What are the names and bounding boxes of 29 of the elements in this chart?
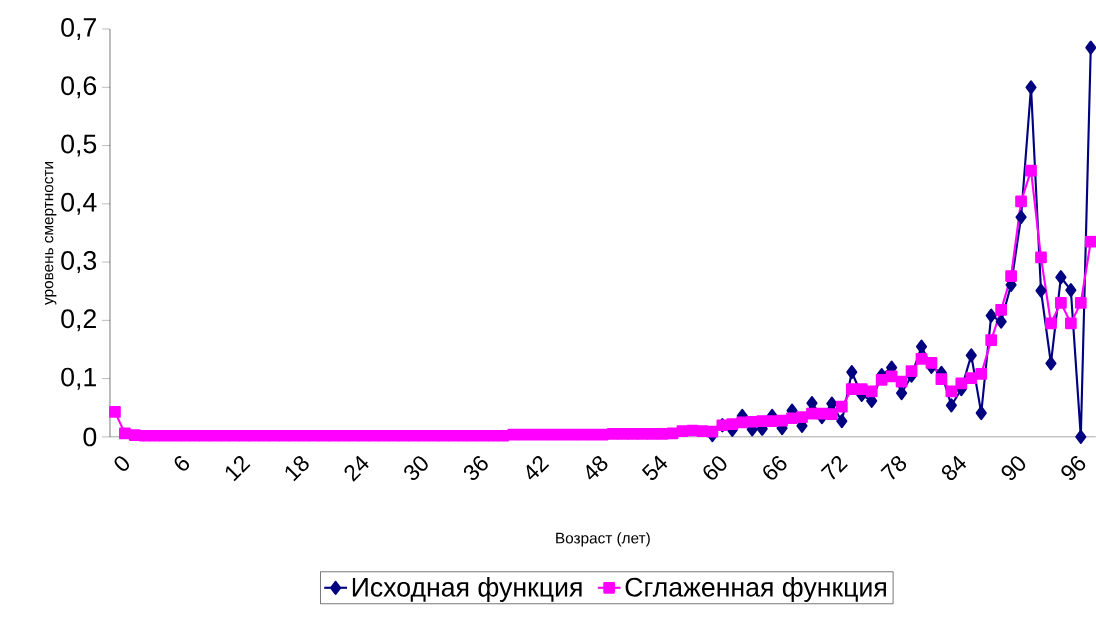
- y-axis-title: уровень смертности: [44, 162, 57, 305]
- x-tick-label: 18: [285, 456, 309, 482]
- x-tick-label: 42: [526, 456, 550, 480]
- y-tick-label: 0,1: [61, 367, 96, 390]
- y-tick-label: 0,2: [61, 309, 96, 332]
- x-tick-label: 48: [586, 456, 608, 480]
- x-tick-label: 54: [641, 455, 668, 481]
- y-tick-label: 0,4: [61, 192, 97, 215]
- x-tick-label: 12: [225, 456, 251, 482]
- legend-label: Сглаженная функция: [625, 577, 886, 603]
- x-tick-label: 72: [820, 456, 848, 480]
- x-tick-label: 30: [404, 456, 428, 481]
- x-axis-title: Возраст (лет): [556, 532, 650, 547]
- x-tick-label: 6: [174, 456, 190, 471]
- legend-label: Исходная функция: [352, 577, 582, 603]
- x-tick-label: 24: [344, 455, 369, 482]
- x-tick-label: 60: [703, 456, 727, 480]
- y-tick-label: 0,6: [61, 76, 97, 99]
- x-tick-label: 66: [763, 456, 787, 480]
- x-tick-label: 78: [880, 456, 907, 480]
- y-tick-label: 0,5: [61, 134, 97, 157]
- x-tick-label: 96: [1061, 456, 1086, 481]
- x-tick-label: 90: [1001, 456, 1026, 481]
- x-tick-label: 36: [463, 456, 488, 481]
- y-tick-label: 0,7: [61, 18, 96, 41]
- x-tick-label: 0: [114, 456, 129, 471]
- y-tick-label: 0,3: [61, 251, 97, 274]
- y-tick-label: 0: [83, 427, 97, 447]
- x-tick-label: 84: [941, 455, 967, 481]
